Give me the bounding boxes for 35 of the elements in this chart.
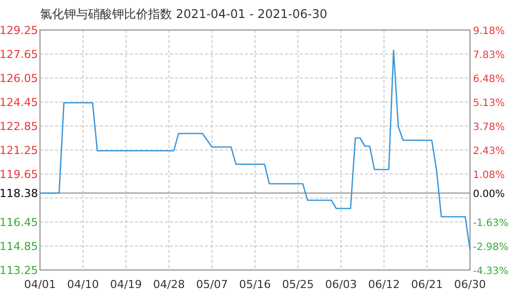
x-tick-label: 06/12 — [368, 278, 400, 291]
y2-tick-label: 5.13% — [473, 98, 505, 109]
y2-tick-label: -2.98% — [473, 242, 508, 254]
x-tick-label: 04/10 — [67, 278, 99, 291]
y2-tick-label: -4.33% — [473, 266, 508, 277]
x-tick-label: 04/19 — [110, 278, 142, 291]
x-tick-label: 05/07 — [196, 278, 228, 291]
y2-tick-label: 7.83% — [473, 50, 505, 61]
y-tick-label: 113.25 — [0, 264, 38, 277]
y-tick-label: 116.45 — [0, 216, 38, 229]
x-tick-label: 04/01 — [24, 278, 56, 291]
x-tick-label: 04/28 — [153, 278, 185, 291]
line-series — [39, 50, 471, 250]
y-tick-label: 124.45 — [0, 96, 38, 109]
y2-tick-label: 6.48% — [473, 74, 505, 85]
y-tick-label: 121.25 — [0, 144, 38, 157]
y-tick-label: 127.65 — [0, 48, 38, 61]
y-tick-label: 119.65 — [0, 168, 38, 181]
chart-title: 氯化钾与硝酸钾比价指数 2021-04-01 - 2021-06-30 — [40, 7, 328, 21]
y-tick-label: 126.05 — [0, 72, 38, 85]
x-tick-label: 06/03 — [325, 278, 357, 291]
x-tick-label: 05/16 — [239, 278, 271, 291]
y-tick-label: 122.85 — [0, 120, 38, 133]
x-tick-label: 06/30 — [454, 278, 486, 291]
y-tick-label: 129.25 — [0, 24, 38, 37]
x-tick-label: 06/21 — [411, 278, 443, 291]
y-tick-label: 114.85 — [0, 240, 38, 253]
y2-tick-label: 1.08% — [473, 170, 505, 181]
y2-tick-label: -1.63% — [473, 218, 508, 230]
y2-tick-label: 9.18% — [473, 26, 505, 37]
y2-tick-label: 2.43% — [473, 146, 505, 157]
y2-tick-label: 0.00% — [473, 189, 505, 200]
x-tick-label: 05/25 — [282, 278, 314, 291]
y2-tick-label: 3.78% — [473, 122, 505, 133]
y-tick-label: 118.38 — [0, 187, 38, 200]
